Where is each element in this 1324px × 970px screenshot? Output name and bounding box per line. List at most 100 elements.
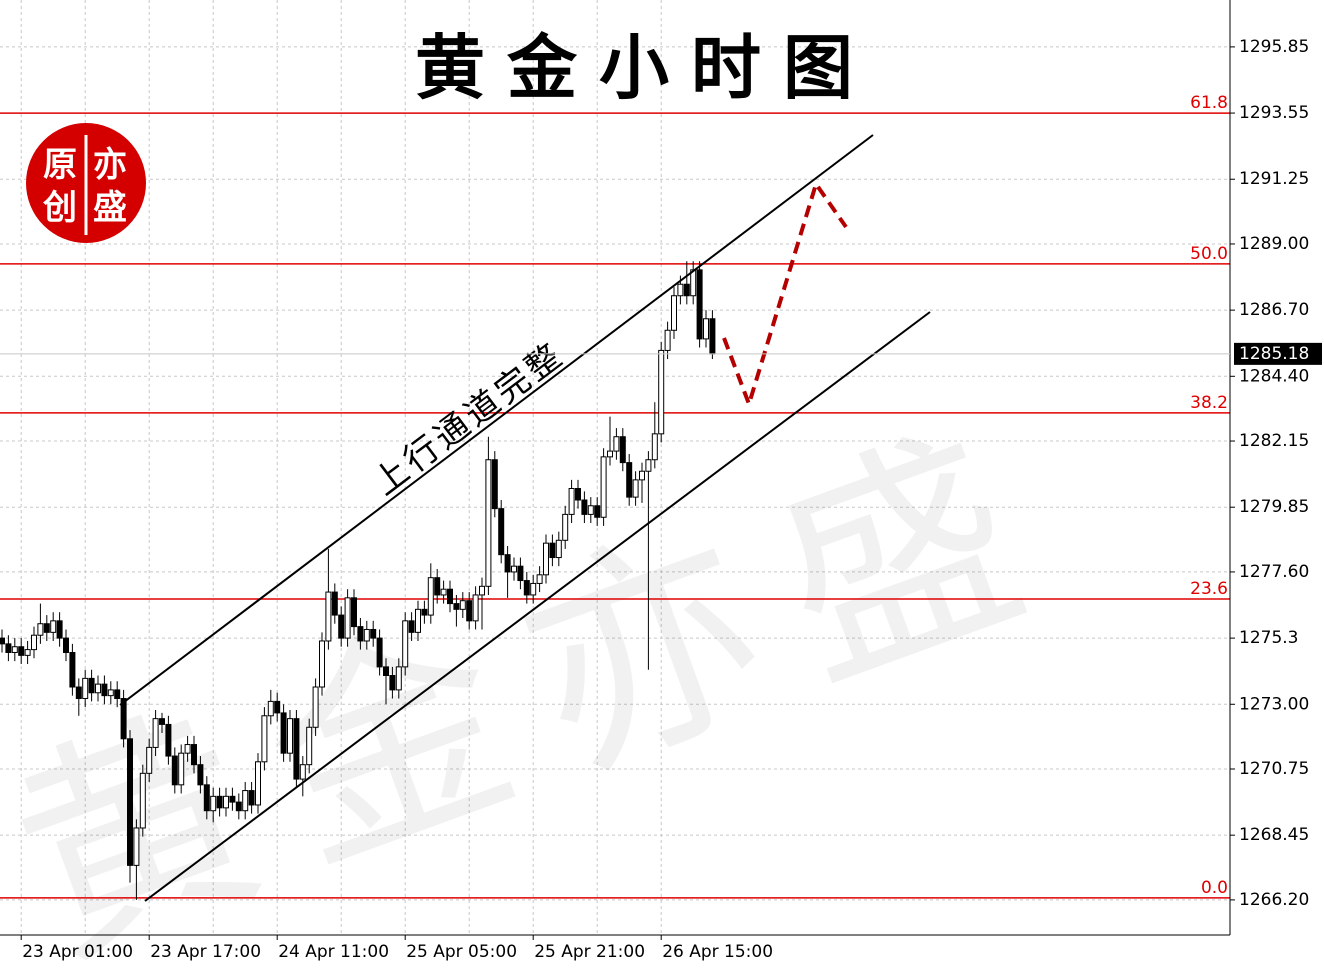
candle-body: [600, 456, 607, 518]
y-tick-label: 1289.00: [1239, 234, 1309, 254]
candle-body: [587, 505, 594, 515]
candle-body: [267, 700, 274, 717]
candle-body: [299, 764, 306, 780]
candle-body: [376, 637, 383, 668]
candle-body: [159, 718, 165, 725]
candle-body: [395, 666, 402, 691]
x-tick-label: 23 Apr 01:00: [22, 942, 133, 962]
candle-body: [658, 349, 665, 435]
candle-body: [95, 683, 101, 694]
candle-body: [440, 588, 447, 596]
candle-body: [651, 433, 658, 461]
candle-body: [146, 746, 153, 774]
stamp-char: 亦: [93, 145, 127, 185]
candle-body: [287, 718, 293, 754]
candle-body: [568, 488, 575, 515]
x-tick-label: 24 Apr 11:00: [278, 942, 389, 962]
candle-body: [555, 539, 562, 559]
channel-upper: [119, 134, 874, 706]
candle-body: [607, 450, 613, 458]
candle-body: [363, 628, 370, 642]
stamp: 原 亦 创 盛: [26, 123, 146, 243]
candle-body: [530, 582, 537, 596]
fib-level-label: 61.8: [1190, 93, 1228, 113]
candle-body: [645, 459, 652, 472]
candle-body: [165, 723, 172, 757]
candle-body: [203, 784, 210, 812]
candle-body: [82, 677, 89, 700]
candle-body: [127, 738, 133, 866]
candle-body: [427, 577, 434, 616]
y-tick-label: 1279.85: [1239, 497, 1309, 517]
fib-level-label: 38.2: [1190, 393, 1228, 413]
chart-title: 黄金小时图: [415, 26, 875, 109]
candle-body: [184, 744, 191, 754]
candle-body: [498, 508, 505, 556]
candle-body: [63, 637, 69, 653]
candle-body: [536, 574, 543, 584]
axes: 1266.20 1268.45 1270.75 1273.00 1275.3 1277.6…: [0, 37, 1322, 962]
candle-body: [306, 726, 313, 766]
candle-body: [677, 283, 684, 297]
candle-body: [107, 689, 114, 697]
candle-body: [402, 620, 409, 668]
candle-body: [703, 318, 709, 340]
candle-body: [69, 651, 76, 688]
candle-body: [632, 479, 639, 498]
candle-body: [210, 795, 217, 812]
channel-lower: [144, 311, 931, 902]
y-tick-label: 1284.40: [1239, 366, 1309, 386]
candle-body: [293, 718, 300, 780]
candle-body: [562, 513, 569, 541]
candle-body: [88, 677, 95, 694]
candle-body: [235, 801, 242, 812]
candle-body: [191, 744, 197, 766]
candle-body: [229, 795, 236, 803]
candle-body: [543, 542, 549, 576]
candle-body: [171, 755, 178, 786]
candles: [0, 261, 716, 900]
x-tick-label: 26 Apr 15:00: [662, 942, 773, 962]
candle-body: [357, 626, 364, 642]
candle-body: [459, 600, 466, 610]
candle-body: [152, 718, 159, 748]
candle-body: [504, 554, 511, 573]
y-tick-label: 1277.60: [1239, 562, 1309, 582]
x-tick-label: 25 Apr 05:00: [406, 942, 517, 962]
y-tick-label: 1282.15: [1239, 431, 1309, 451]
candle-body: [133, 827, 140, 866]
candle-body: [178, 752, 185, 786]
candle-body: [319, 640, 325, 688]
candle-body: [197, 764, 204, 786]
candle-body: [415, 608, 421, 633]
axis-background: [1230, 0, 1324, 970]
candle-body: [466, 600, 473, 622]
candle-body: [5, 643, 12, 653]
candle-body: [485, 459, 492, 587]
levels: 61.8 50.0 38.2 23.6 0.0: [0, 93, 1230, 899]
candle-body: [351, 597, 357, 628]
candle-body: [709, 318, 716, 355]
candle-body: [31, 634, 37, 651]
stamp-char: 原: [43, 145, 77, 185]
candle-body: [479, 585, 485, 596]
candle-body: [683, 283, 690, 297]
candle-body: [43, 623, 50, 633]
stamp-char: 创: [42, 188, 77, 228]
y-tick-label: 1295.85: [1239, 37, 1309, 57]
candle-body: [671, 295, 677, 331]
candle-body: [549, 542, 556, 559]
candle-body: [690, 269, 697, 297]
fib-level-label: 0.0: [1201, 878, 1228, 898]
candle-body: [280, 712, 287, 754]
candle-body: [664, 329, 671, 351]
candle-body: [575, 488, 581, 501]
candle-body: [50, 620, 57, 633]
candle-body: [383, 666, 389, 677]
candle-body: [312, 686, 319, 728]
candle-body: [139, 772, 146, 829]
candle-body: [101, 683, 108, 697]
candle-body: [389, 675, 396, 691]
candle-body: [344, 597, 351, 639]
candle-body: [331, 591, 338, 616]
